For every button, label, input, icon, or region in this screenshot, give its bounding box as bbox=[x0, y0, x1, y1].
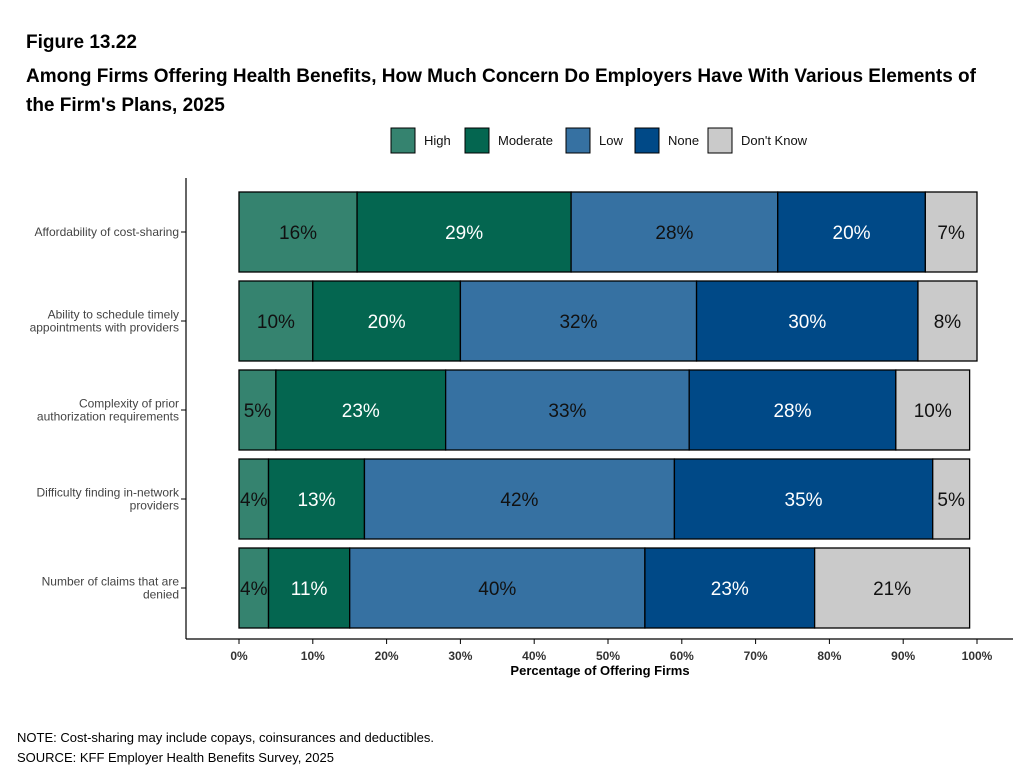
bar-3-4 bbox=[932, 458, 971, 540]
category-label-2-0: Complexity of prior bbox=[79, 397, 179, 411]
legend-swatch-1 bbox=[464, 127, 490, 154]
data-label-3-0: 4% bbox=[240, 490, 268, 511]
data-label-2-1: 23% bbox=[342, 401, 380, 422]
data-label-1-2: 32% bbox=[559, 312, 597, 333]
x-tick-label-10: 100% bbox=[962, 649, 993, 663]
data-label-1-4: 8% bbox=[934, 312, 962, 333]
data-label-3-1: 13% bbox=[297, 490, 335, 511]
legend-label-4: Don't Know bbox=[741, 133, 808, 148]
category-label-2-1: authorization requirements bbox=[37, 410, 179, 424]
bar-2-3 bbox=[688, 369, 897, 451]
bars: 16% 29% 28% 20% 7% 10% 20% 32% 30% 8% 5% 23% 33% 28% 1… bbox=[238, 191, 978, 629]
category-label-4-0: Number of claims that are bbox=[42, 575, 180, 589]
data-label-1-0: 10% bbox=[257, 312, 295, 333]
category-label-4-1: denied bbox=[143, 588, 179, 602]
x-tick-label-5: 50% bbox=[596, 649, 620, 663]
data-label-2-0: 5% bbox=[244, 401, 272, 422]
bar-1-4 bbox=[917, 280, 978, 362]
bar-0-4 bbox=[924, 191, 978, 273]
legend-label-1: Moderate bbox=[498, 133, 553, 148]
bar-3-0 bbox=[238, 458, 270, 540]
category-label-3-1: providers bbox=[130, 499, 179, 513]
source-text: SOURCE: KFF Employer Health Benefits Sur… bbox=[17, 750, 334, 765]
data-label-4-1: 11% bbox=[291, 579, 328, 600]
legend-label-2: Low bbox=[599, 133, 623, 148]
category-label-3-0: Difficulty finding in-network bbox=[36, 486, 180, 500]
category-label-0-0: Affordability of cost-sharing bbox=[34, 225, 179, 239]
x-tick-label-2: 20% bbox=[375, 649, 399, 663]
data-label-0-3: 20% bbox=[833, 223, 871, 244]
figure-number: Figure 13.22 bbox=[26, 32, 137, 53]
bar-0-0 bbox=[238, 191, 358, 273]
legend-swatch-0 bbox=[390, 127, 416, 154]
x-tick-label-0: 0% bbox=[230, 649, 248, 663]
bar-4-2 bbox=[349, 547, 646, 629]
data-label-3-2: 42% bbox=[500, 490, 538, 511]
data-label-4-2: 40% bbox=[478, 579, 516, 600]
category-label-1-1: appointments with providers bbox=[30, 321, 179, 335]
bar-4-1 bbox=[267, 547, 351, 629]
bar-1-3 bbox=[695, 280, 919, 362]
data-label-4-3: 23% bbox=[711, 579, 749, 600]
data-label-3-3: 35% bbox=[785, 490, 823, 511]
data-label-1-1: 20% bbox=[368, 312, 406, 333]
x-tick-label-6: 60% bbox=[670, 649, 694, 663]
legend-label-3: None bbox=[668, 133, 699, 148]
data-label-2-3: 28% bbox=[773, 401, 811, 422]
x-tick-label-9: 90% bbox=[891, 649, 915, 663]
bar-0-3 bbox=[777, 191, 926, 273]
legend-swatch-3 bbox=[634, 127, 660, 154]
legend-label-0: High bbox=[424, 133, 451, 148]
data-label-3-4: 5% bbox=[937, 490, 965, 511]
data-label-2-2: 33% bbox=[548, 401, 586, 422]
bar-2-0 bbox=[238, 369, 277, 451]
bar-1-1 bbox=[312, 280, 462, 362]
legend-swatch-2 bbox=[565, 127, 591, 154]
chart-title: Among Firms Offering Health Benefits, Ho… bbox=[26, 66, 976, 116]
category-label-1-0: Ability to schedule timely bbox=[48, 308, 179, 322]
data-label-1-3: 30% bbox=[788, 312, 826, 333]
data-label-4-4: 21% bbox=[873, 579, 911, 600]
data-label-0-1: 29% bbox=[445, 223, 483, 244]
legend-swatch-4 bbox=[707, 127, 733, 154]
bar-4-0 bbox=[238, 547, 270, 629]
x-tick-label-1: 10% bbox=[301, 649, 325, 663]
data-label-0-2: 28% bbox=[655, 223, 693, 244]
note-text: NOTE: Cost-sharing may include copays, c… bbox=[17, 730, 434, 745]
bar-2-4 bbox=[895, 369, 971, 451]
bar-3-1 bbox=[267, 458, 366, 540]
x-tick-label-8: 80% bbox=[817, 649, 841, 663]
bar-3-3 bbox=[673, 458, 934, 540]
legend: High Moderate Low None Don't Know bbox=[390, 127, 808, 154]
data-label-4-0: 4% bbox=[240, 579, 268, 600]
x-tick-label-3: 30% bbox=[448, 649, 472, 663]
bar-4-3 bbox=[644, 547, 816, 629]
bar-3-2 bbox=[363, 458, 676, 540]
bar-4-4 bbox=[813, 547, 971, 629]
data-label-0-4: 7% bbox=[937, 223, 965, 244]
x-tick-label-4: 40% bbox=[522, 649, 546, 663]
bar-2-2 bbox=[444, 369, 690, 451]
bar-1-0 bbox=[238, 280, 314, 362]
bar-0-1 bbox=[356, 191, 572, 273]
x-axis-title: Percentage of Offering Firms bbox=[510, 663, 689, 678]
axes: 0% 10% 20% 30% 40% 50% 60% 70% 80% 90% 100% Percent… bbox=[30, 178, 1013, 678]
data-label-0-0: 16% bbox=[279, 223, 317, 244]
bar-0-2 bbox=[570, 191, 779, 273]
data-label-2-4: 10% bbox=[914, 401, 952, 422]
x-tick-label-7: 70% bbox=[744, 649, 768, 663]
